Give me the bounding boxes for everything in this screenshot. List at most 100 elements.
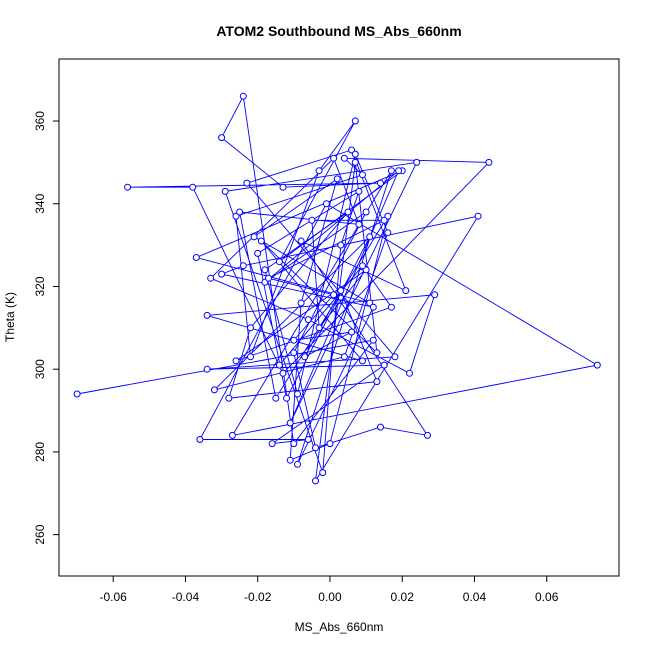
data-point bbox=[218, 270, 226, 278]
data-point bbox=[380, 361, 388, 369]
data-point bbox=[261, 266, 269, 274]
data-point bbox=[377, 179, 384, 187]
data-point bbox=[373, 349, 381, 357]
data-point bbox=[218, 134, 226, 142]
data-point bbox=[239, 262, 247, 270]
data-point bbox=[192, 254, 200, 261]
data-point bbox=[340, 353, 348, 361]
data-point bbox=[373, 378, 381, 386]
x-tick-label: -0.04 bbox=[172, 590, 200, 604]
data-point bbox=[424, 431, 431, 439]
chart-title: ATOM2 Southbound MS_Abs_660nm bbox=[216, 23, 461, 39]
data-point bbox=[294, 460, 301, 468]
y-axis: 260 280 300 320 340 360 bbox=[33, 111, 59, 545]
data-point bbox=[294, 390, 301, 398]
data-point bbox=[247, 324, 254, 332]
data-point bbox=[243, 179, 251, 187]
data-point bbox=[73, 390, 81, 398]
y-tick-label: 300 bbox=[33, 359, 47, 379]
data-point bbox=[203, 365, 211, 373]
data-point bbox=[196, 436, 204, 443]
data-point bbox=[315, 167, 323, 175]
data-point bbox=[369, 336, 377, 344]
data-point bbox=[387, 167, 395, 175]
data-point bbox=[326, 440, 334, 448]
data-point bbox=[369, 303, 377, 311]
data-points bbox=[73, 92, 601, 485]
data-point bbox=[344, 208, 352, 216]
data-point bbox=[124, 183, 132, 191]
data-point bbox=[319, 469, 327, 477]
data-point bbox=[377, 423, 384, 431]
data-point bbox=[297, 237, 305, 245]
data-point bbox=[279, 183, 287, 191]
data-point bbox=[207, 274, 215, 282]
data-point bbox=[308, 216, 316, 224]
data-point bbox=[304, 436, 312, 443]
data-point bbox=[384, 229, 392, 237]
data-point bbox=[312, 477, 319, 485]
y-tick-label: 320 bbox=[33, 276, 47, 296]
data-point bbox=[268, 440, 276, 448]
data-point bbox=[593, 361, 601, 369]
data-point bbox=[355, 187, 363, 195]
data-point bbox=[286, 456, 294, 464]
x-axis: -0.06 -0.04 -0.02 0.00 0.02 0.04 0.06 bbox=[100, 576, 559, 604]
data-point bbox=[366, 233, 374, 241]
data-point bbox=[203, 311, 211, 319]
data-point bbox=[247, 353, 254, 361]
data-point bbox=[330, 291, 338, 299]
data-point bbox=[395, 167, 403, 175]
data-point bbox=[359, 171, 366, 179]
data-point bbox=[275, 258, 283, 266]
data-point bbox=[250, 233, 258, 241]
data-point bbox=[275, 361, 283, 369]
data-point bbox=[351, 150, 359, 158]
x-tick-label: 0.02 bbox=[391, 590, 415, 604]
data-point bbox=[265, 274, 272, 282]
data-point bbox=[413, 158, 421, 166]
x-axis-label: MS_Abs_660nm bbox=[295, 620, 384, 634]
data-point bbox=[330, 154, 338, 162]
y-tick-label: 360 bbox=[33, 111, 47, 131]
data-point bbox=[232, 357, 240, 365]
data-point bbox=[297, 299, 305, 307]
data-point bbox=[337, 287, 345, 295]
data-point bbox=[380, 216, 388, 224]
y-tick-label: 340 bbox=[33, 193, 47, 213]
data-point bbox=[322, 200, 330, 208]
data-point bbox=[290, 349, 298, 357]
x-tick-label: 0.00 bbox=[318, 590, 342, 604]
data-point bbox=[387, 303, 395, 311]
data-point bbox=[348, 328, 356, 336]
data-point bbox=[474, 212, 482, 220]
data-point bbox=[337, 241, 345, 249]
data-point bbox=[312, 444, 319, 452]
data-point bbox=[315, 324, 323, 332]
x-tick-label: 0.06 bbox=[535, 590, 559, 604]
data-point bbox=[301, 353, 309, 361]
data-point bbox=[351, 158, 359, 166]
data-point bbox=[351, 117, 359, 125]
data-point bbox=[406, 369, 413, 377]
data-point bbox=[221, 187, 229, 195]
x-tick-label: 0.04 bbox=[463, 590, 487, 604]
data-point bbox=[286, 419, 294, 427]
data-point bbox=[304, 316, 312, 324]
data-point bbox=[254, 249, 262, 257]
data-point bbox=[257, 237, 265, 245]
data-point bbox=[239, 92, 247, 100]
y-tick-label: 260 bbox=[33, 524, 47, 544]
series-line bbox=[77, 94, 599, 482]
data-point bbox=[402, 287, 410, 295]
data-point bbox=[272, 394, 280, 402]
data-point bbox=[359, 357, 366, 365]
data-point bbox=[236, 208, 244, 216]
y-axis-label: Theta (K) bbox=[3, 292, 17, 342]
y-tick-label: 280 bbox=[33, 442, 47, 462]
data-point bbox=[359, 262, 366, 270]
data-point bbox=[333, 175, 341, 183]
data-point bbox=[210, 386, 218, 394]
data-point bbox=[283, 394, 291, 402]
data-point bbox=[228, 431, 236, 439]
